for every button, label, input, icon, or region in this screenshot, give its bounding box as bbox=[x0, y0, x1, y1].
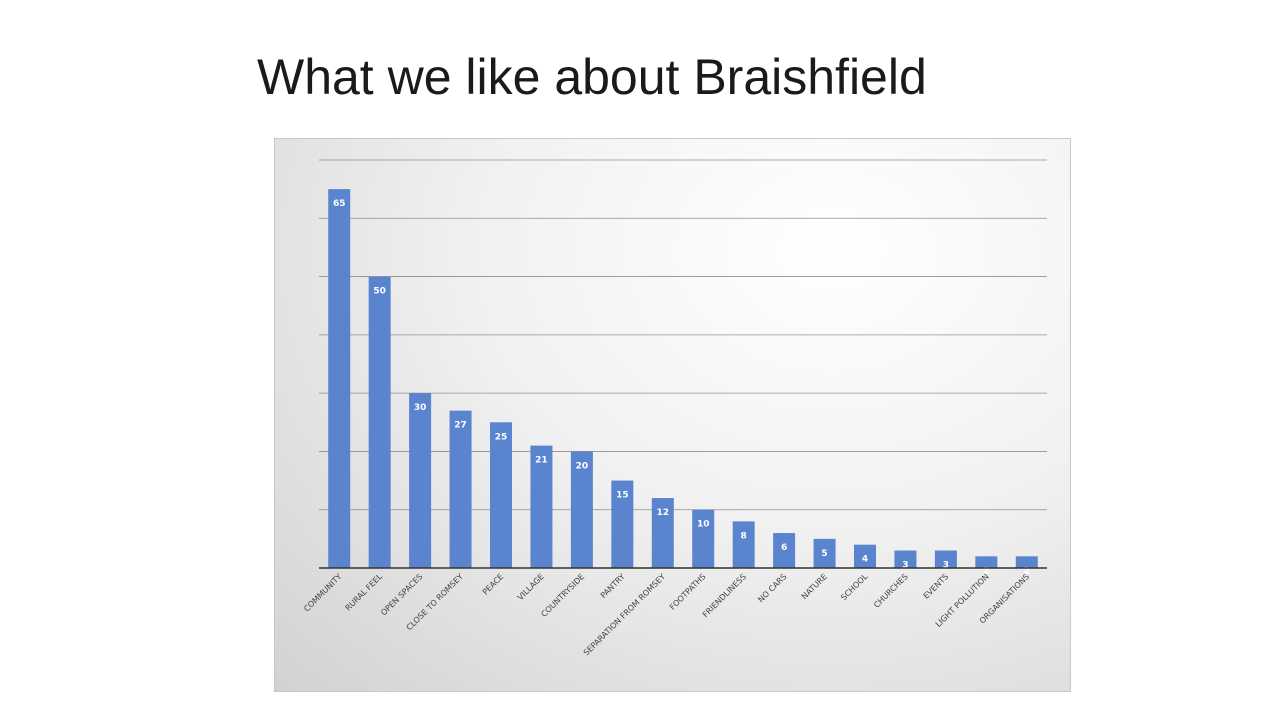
bar bbox=[773, 533, 796, 568]
x-tick-label: SEPARATION FROM ROMSEY bbox=[582, 572, 667, 657]
x-tick-label: VILLAGE bbox=[516, 572, 546, 602]
slide-title: What we like about Braishfield bbox=[257, 49, 927, 105]
data-label: 65 bbox=[333, 199, 346, 209]
x-tick-label: NATURE bbox=[800, 572, 829, 601]
x-tick-label: EVENTS bbox=[922, 572, 951, 601]
bar bbox=[409, 393, 432, 568]
data-label: 25 bbox=[495, 432, 508, 442]
data-label: 2 bbox=[983, 566, 989, 576]
bar bbox=[651, 498, 674, 568]
bar bbox=[449, 410, 472, 568]
bar bbox=[854, 544, 876, 568]
bar bbox=[934, 550, 957, 568]
x-tick-label: CHURCHES bbox=[872, 572, 910, 610]
data-label: 20 bbox=[576, 461, 589, 471]
data-label: 4 bbox=[862, 555, 868, 565]
data-label: 2 bbox=[1024, 566, 1030, 576]
data-label: 27 bbox=[454, 421, 467, 431]
bar bbox=[328, 189, 351, 568]
data-label: 6 bbox=[781, 543, 787, 553]
x-tick-label: PEACE bbox=[481, 572, 506, 597]
data-label: 21 bbox=[535, 456, 548, 466]
x-tick-label: COMMUNITY bbox=[302, 572, 344, 614]
x-tick-label: SCHOOL bbox=[839, 572, 870, 603]
bar bbox=[570, 451, 593, 568]
bar bbox=[692, 509, 715, 568]
data-label: 12 bbox=[657, 508, 670, 518]
bar bbox=[530, 445, 553, 568]
x-tick-label: NO CARS bbox=[756, 572, 788, 604]
x-tick-label: FRIENDLINESS bbox=[701, 572, 748, 619]
chart-panel: 65 COMMUNITY 50 RURAL FEEL 30 OPEN SPACES 27 CL… bbox=[274, 138, 1071, 692]
x-tick-label: PANTRY bbox=[599, 572, 627, 600]
bar bbox=[490, 422, 512, 568]
data-label: 3 bbox=[943, 561, 949, 571]
data-label: 30 bbox=[414, 403, 427, 413]
data-label: 8 bbox=[741, 531, 747, 541]
bar bbox=[368, 276, 391, 568]
bar bbox=[611, 480, 634, 568]
x-tick-label: RURAL FEEL bbox=[344, 572, 385, 613]
bar bbox=[1015, 556, 1038, 568]
data-label: 3 bbox=[902, 561, 908, 571]
x-tick-label: COUNTRYSIDE bbox=[539, 572, 586, 619]
data-label: 50 bbox=[373, 287, 386, 297]
bar bbox=[894, 550, 917, 568]
x-tick-label: FOOTPATHS bbox=[668, 572, 708, 612]
data-label: 10 bbox=[697, 520, 710, 530]
bar bbox=[813, 538, 836, 568]
x-tick-label: OPEN SPACES bbox=[379, 572, 424, 617]
bar bbox=[732, 521, 755, 568]
data-label: 5 bbox=[821, 549, 827, 559]
bar bbox=[975, 556, 998, 568]
data-label: 15 bbox=[616, 491, 629, 501]
